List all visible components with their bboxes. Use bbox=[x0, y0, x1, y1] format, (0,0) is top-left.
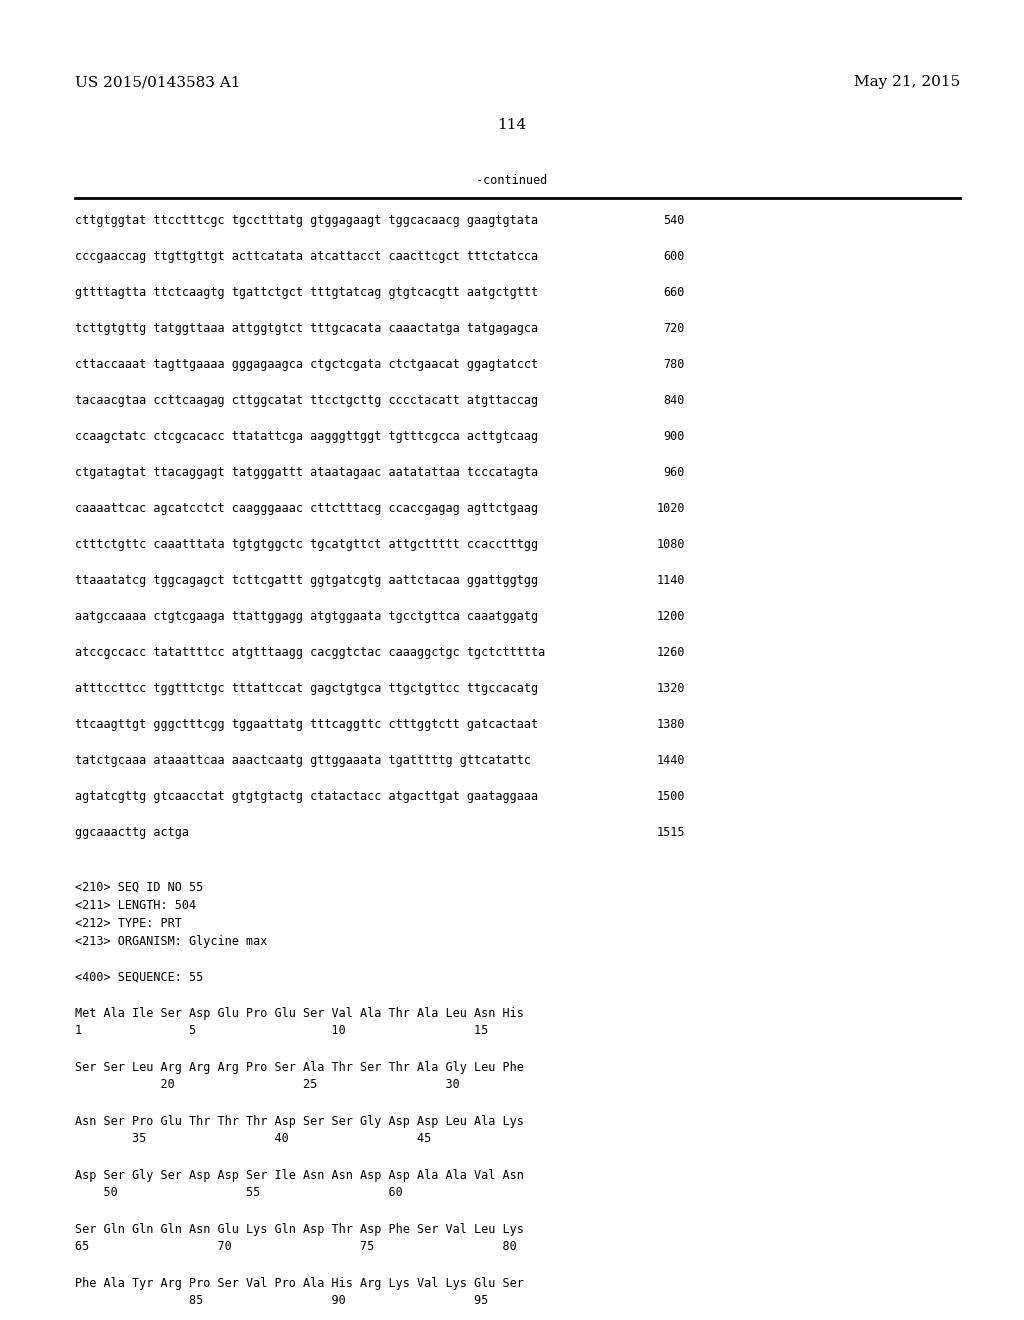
Text: Met Ala Ile Ser Asp Glu Pro Glu Ser Val Ala Thr Ala Leu Asn His: Met Ala Ile Ser Asp Glu Pro Glu Ser Val … bbox=[75, 1007, 524, 1020]
Text: tatctgcaaa ataaattcaa aaactcaatg gttggaaata tgatttttg gttcatattc: tatctgcaaa ataaattcaa aaactcaatg gttggaa… bbox=[75, 754, 531, 767]
Text: Asp Ser Gly Ser Asp Asp Ser Ile Asn Asn Asp Asp Ala Ala Val Asn: Asp Ser Gly Ser Asp Asp Ser Ile Asn Asn … bbox=[75, 1170, 524, 1181]
Text: tacaacgtaa ccttcaagag cttggcatat ttcctgcttg cccctacatt atgttaccag: tacaacgtaa ccttcaagag cttggcatat ttcctgc… bbox=[75, 393, 539, 407]
Text: 114: 114 bbox=[498, 117, 526, 132]
Text: cttaccaaat tagttgaaaa gggagaagca ctgctcgata ctctgaacat ggagtatcct: cttaccaaat tagttgaaaa gggagaagca ctgctcg… bbox=[75, 358, 539, 371]
Text: <212> TYPE: PRT: <212> TYPE: PRT bbox=[75, 917, 182, 931]
Text: US 2015/0143583 A1: US 2015/0143583 A1 bbox=[75, 75, 241, 88]
Text: 1440: 1440 bbox=[656, 754, 685, 767]
Text: 840: 840 bbox=[664, 393, 685, 407]
Text: ctgatagtat ttacaggagt tatgggattt ataatagaac aatatattaa tcccatagta: ctgatagtat ttacaggagt tatgggattt ataatag… bbox=[75, 466, 539, 479]
Text: 780: 780 bbox=[664, 358, 685, 371]
Text: atttccttcc tggtttctgc tttattccat gagctgtgca ttgctgttcc ttgccacatg: atttccttcc tggtttctgc tttattccat gagctgt… bbox=[75, 682, 539, 696]
Text: 720: 720 bbox=[664, 322, 685, 335]
Text: Phe Ala Tyr Arg Pro Ser Val Pro Ala His Arg Lys Val Lys Glu Ser: Phe Ala Tyr Arg Pro Ser Val Pro Ala His … bbox=[75, 1276, 524, 1290]
Text: 85                  90                  95: 85 90 95 bbox=[75, 1294, 488, 1307]
Text: 960: 960 bbox=[664, 466, 685, 479]
Text: 1020: 1020 bbox=[656, 502, 685, 515]
Text: 65                  70                  75                  80: 65 70 75 80 bbox=[75, 1239, 517, 1253]
Text: <213> ORGANISM: Glycine max: <213> ORGANISM: Glycine max bbox=[75, 935, 267, 948]
Text: ctttctgttc caaatttata tgtgtggctc tgcatgttct attgcttttt ccacctttgg: ctttctgttc caaatttata tgtgtggctc tgcatgt… bbox=[75, 539, 539, 550]
Text: 1080: 1080 bbox=[656, 539, 685, 550]
Text: Asn Ser Pro Glu Thr Thr Thr Asp Ser Ser Gly Asp Asp Leu Ala Lys: Asn Ser Pro Glu Thr Thr Thr Asp Ser Ser … bbox=[75, 1115, 524, 1129]
Text: 1200: 1200 bbox=[656, 610, 685, 623]
Text: agtatcgttg gtcaacctat gtgtgtactg ctatactacc atgacttgat gaataggaaa: agtatcgttg gtcaacctat gtgtgtactg ctatact… bbox=[75, 789, 539, 803]
Text: <210> SEQ ID NO 55: <210> SEQ ID NO 55 bbox=[75, 880, 203, 894]
Text: tcttgtgttg tatggttaaa attggtgtct tttgcacata caaactatga tatgagagca: tcttgtgttg tatggttaaa attggtgtct tttgcac… bbox=[75, 322, 539, 335]
Text: 35                  40                  45: 35 40 45 bbox=[75, 1133, 431, 1144]
Text: 1515: 1515 bbox=[656, 826, 685, 840]
Text: caaaattcac agcatcctct caagggaaac cttctttacg ccaccgagag agttctgaag: caaaattcac agcatcctct caagggaaac cttcttt… bbox=[75, 502, 539, 515]
Text: 50                  55                  60: 50 55 60 bbox=[75, 1185, 402, 1199]
Text: ggcaaacttg actga: ggcaaacttg actga bbox=[75, 826, 189, 840]
Text: Ser Ser Leu Arg Arg Arg Pro Ser Ala Thr Ser Thr Ala Gly Leu Phe: Ser Ser Leu Arg Arg Arg Pro Ser Ala Thr … bbox=[75, 1061, 524, 1074]
Text: 1260: 1260 bbox=[656, 645, 685, 659]
Text: cttgtggtat ttcctttcgc tgcctttatg gtggagaagt tggcacaacg gaagtgtata: cttgtggtat ttcctttcgc tgcctttatg gtggaga… bbox=[75, 214, 539, 227]
Text: atccgccacc tatattttcc atgtttaagg cacggtctac caaaggctgc tgctcttttta: atccgccacc tatattttcc atgtttaagg cacggtc… bbox=[75, 645, 545, 659]
Text: Ser Gln Gln Gln Asn Glu Lys Gln Asp Thr Asp Phe Ser Val Leu Lys: Ser Gln Gln Gln Asn Glu Lys Gln Asp Thr … bbox=[75, 1224, 524, 1236]
Text: 1380: 1380 bbox=[656, 718, 685, 731]
Text: 540: 540 bbox=[664, 214, 685, 227]
Text: 900: 900 bbox=[664, 430, 685, 444]
Text: 20                  25                  30: 20 25 30 bbox=[75, 1078, 460, 1092]
Text: May 21, 2015: May 21, 2015 bbox=[854, 75, 961, 88]
Text: 600: 600 bbox=[664, 249, 685, 263]
Text: ttcaagttgt gggctttcgg tggaattatg tttcaggttc ctttggtctt gatcactaat: ttcaagttgt gggctttcgg tggaattatg tttcagg… bbox=[75, 718, 539, 731]
Text: cccgaaccag ttgttgttgt acttcatata atcattacct caacttcgct tttctatcca: cccgaaccag ttgttgttgt acttcatata atcatta… bbox=[75, 249, 539, 263]
Text: ttaaatatcg tggcagagct tcttcgattt ggtgatcgtg aattctacaa ggattggtgg: ttaaatatcg tggcagagct tcttcgattt ggtgatc… bbox=[75, 574, 539, 587]
Text: ccaagctatc ctcgcacacc ttatattcga aagggttggt tgtttcgcca acttgtcaag: ccaagctatc ctcgcacacc ttatattcga aagggtt… bbox=[75, 430, 539, 444]
Text: -continued: -continued bbox=[476, 174, 548, 187]
Text: 1500: 1500 bbox=[656, 789, 685, 803]
Text: gttttagtta ttctcaagtg tgattctgct tttgtatcag gtgtcacgtt aatgctgttt: gttttagtta ttctcaagtg tgattctgct tttgtat… bbox=[75, 286, 539, 300]
Text: <211> LENGTH: 504: <211> LENGTH: 504 bbox=[75, 899, 197, 912]
Text: <400> SEQUENCE: 55: <400> SEQUENCE: 55 bbox=[75, 972, 203, 983]
Text: 1               5                   10                  15: 1 5 10 15 bbox=[75, 1024, 488, 1038]
Text: aatgccaaaa ctgtcgaaga ttattggagg atgtggaata tgcctgttca caaatggatg: aatgccaaaa ctgtcgaaga ttattggagg atgtgga… bbox=[75, 610, 539, 623]
Text: 660: 660 bbox=[664, 286, 685, 300]
Text: 1320: 1320 bbox=[656, 682, 685, 696]
Text: 1140: 1140 bbox=[656, 574, 685, 587]
